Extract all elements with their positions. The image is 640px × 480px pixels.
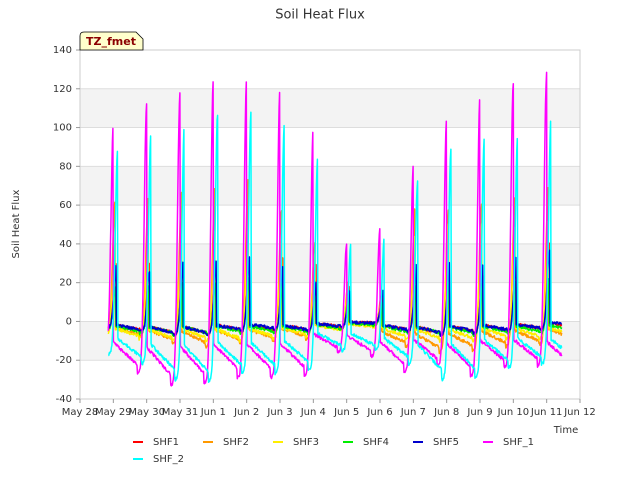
y-axis-ticks: -40 -20 0 20 40 60 80 100 120 140	[53, 45, 80, 405]
y-tick-label: 80	[59, 161, 72, 172]
legend-label: SHF_2	[153, 454, 184, 465]
plot-background-bands	[80, 88, 580, 361]
y-tick-label: 20	[59, 278, 72, 289]
y-tick-label: 100	[53, 123, 72, 134]
y-tick-label: 60	[59, 200, 72, 211]
band	[80, 88, 580, 128]
x-tick-label: May 31	[162, 407, 199, 418]
legend-label: SHF_1	[503, 437, 534, 448]
band	[80, 243, 580, 283]
x-tick-label: Jun 10	[497, 407, 530, 418]
x-tick-label: May 28	[62, 407, 99, 418]
chart-title: Soil Heat Flux	[275, 8, 365, 23]
y-tick-label: 140	[53, 45, 72, 56]
band	[80, 166, 580, 206]
x-tick-label: Jun 12	[563, 407, 596, 418]
tz-fmet-tag: TZ_fmet	[79, 31, 144, 51]
x-tick-label: Jun 1	[200, 407, 226, 418]
y-tick-label: -40	[56, 394, 72, 405]
x-tick-label: Jun 9	[466, 407, 492, 418]
series-lines	[107, 71, 563, 387]
legend-label: SHF3	[293, 437, 319, 448]
legend-label: SHF2	[223, 437, 249, 448]
legend-item-shf4: SHF4	[343, 437, 389, 448]
x-tick-label: May 29	[95, 407, 132, 418]
x-tick-label: Jun 2	[233, 407, 259, 418]
y-tick-label: -20	[56, 355, 72, 366]
x-axis-label: Time	[553, 425, 578, 436]
x-tick-label: Jun 6	[366, 407, 392, 418]
series-line-shf-1	[107, 71, 563, 387]
x-tick-label: Jun 3	[266, 407, 292, 418]
x-tick-label: May 30	[128, 407, 165, 418]
x-tick-label: Jun 8	[433, 407, 459, 418]
tag-label: TZ_fmet	[86, 35, 136, 48]
legend-item-shf2: SHF2	[203, 437, 249, 448]
legend-item-shf-2: SHF_2	[133, 454, 184, 465]
legend-label: SHF1	[153, 437, 179, 448]
y-tick-label: 0	[66, 316, 72, 327]
y-axis-label: Soil Heat Flux	[11, 189, 22, 258]
plot-frame	[79, 49, 581, 400]
legend-label: SHF4	[363, 437, 389, 448]
x-tick-label: Jun 7	[400, 407, 426, 418]
x-tick-label: Jun 11	[530, 407, 563, 418]
x-tick-label: Jun 4	[300, 407, 326, 418]
y-tick-label: 120	[53, 84, 72, 95]
legend-item-shf-1: SHF_1	[483, 437, 534, 448]
legend-label: SHF5	[433, 437, 459, 448]
series-line-shf-2	[108, 111, 563, 384]
legend-item-shf3: SHF3	[273, 437, 319, 448]
legend-item-shf5: SHF5	[413, 437, 459, 448]
x-tick-label: Jun 5	[333, 407, 359, 418]
legend: SHF1 SHF2 SHF3 SHF4 SHF5 SHF_1 SHF_2	[133, 437, 534, 465]
legend-item-shf1: SHF1	[133, 437, 179, 448]
tag-box	[79, 31, 144, 51]
y-tick-label: 40	[59, 239, 72, 250]
